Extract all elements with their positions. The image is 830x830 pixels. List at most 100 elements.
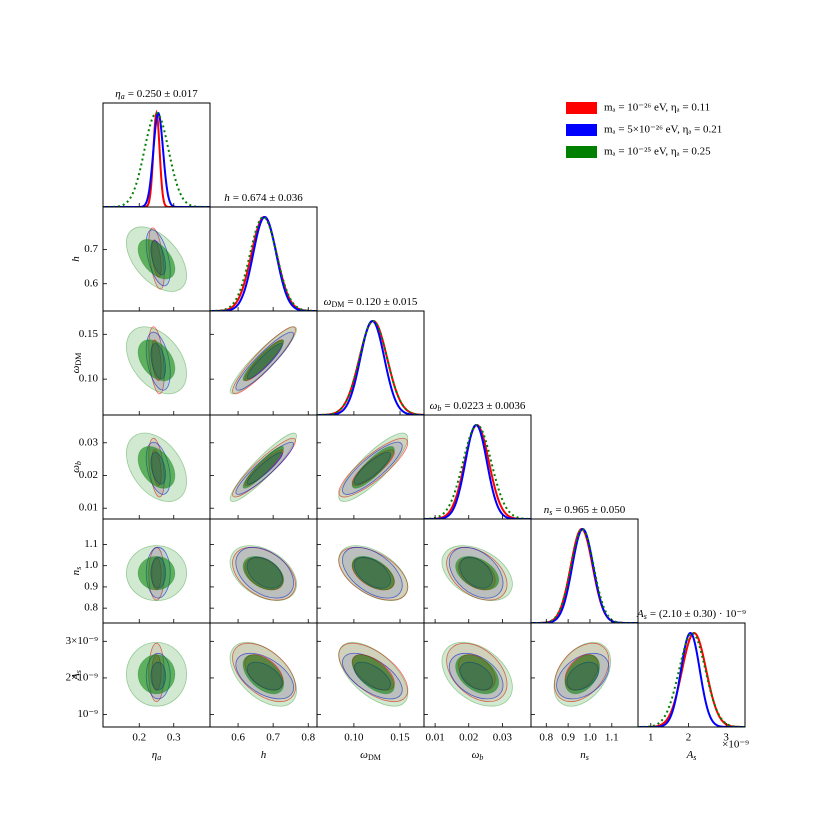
symbol: h <box>70 256 82 262</box>
contour-1sigma <box>351 654 395 695</box>
panel-frame <box>423 414 532 520</box>
subscript: s <box>74 567 83 570</box>
density-curve <box>531 528 638 623</box>
x-axis-label: As <box>686 749 697 762</box>
panel <box>338 641 409 707</box>
subscript: s <box>693 753 696 762</box>
x-tick-label: 0.10 <box>344 732 364 744</box>
contour-1sigma <box>137 654 176 695</box>
panel <box>317 319 424 415</box>
panel <box>126 326 187 395</box>
density-curve <box>531 527 638 623</box>
symbol: n <box>70 569 82 575</box>
density-curve <box>638 631 745 727</box>
x-tick-label: 0.7 <box>266 732 280 744</box>
y-axis-label: h <box>70 256 82 262</box>
diagonal-title: ωDM = 0.120 ± 0.015 <box>324 296 418 309</box>
x-tick-label: 0.3 <box>167 732 181 744</box>
density-curve <box>103 112 210 207</box>
legend-label: mₐ = 10⁻²⁶ eV, ηₐ = 0.11 <box>604 102 710 114</box>
y-axis-label: ωb <box>70 461 83 473</box>
subscript: s <box>549 508 552 517</box>
y-tick-label: 10⁻⁹ <box>77 708 98 720</box>
diagonal-title: ηa = 0.250 ± 0.017 <box>115 88 198 101</box>
density-curve <box>424 423 531 519</box>
panel <box>229 432 297 502</box>
panel <box>638 631 745 727</box>
panel-frame <box>209 206 318 312</box>
contour-1sigma <box>455 654 500 695</box>
value-text: = (2.10 ± 0.30) · 10⁻⁹ <box>650 608 746 620</box>
legend-label: mₐ = 10⁻²⁵ eV, ηₐ = 0.25 <box>604 146 711 158</box>
subscript: DM <box>368 753 381 762</box>
y-tick-label: 1.1 <box>84 538 98 550</box>
x-tick-label: 1.1 <box>605 732 619 744</box>
legend-swatch <box>566 102 597 114</box>
x-tick-label: 1 <box>648 732 654 744</box>
density-curve <box>103 109 210 207</box>
y-tick-label: 0.10 <box>79 373 99 385</box>
contour-1sigma <box>242 339 284 382</box>
symbol: n <box>580 749 586 761</box>
subscript: s <box>74 670 83 673</box>
y-tick-label: 0.6 <box>84 277 98 289</box>
x-tick-label: 0.01 <box>425 732 444 744</box>
subscript: DM <box>331 300 344 309</box>
density-curve <box>531 527 638 623</box>
symbol: ω <box>360 749 368 761</box>
panel <box>126 545 187 602</box>
x-axis-label: ωDM <box>360 749 381 762</box>
symbol: ω <box>324 296 332 308</box>
contour-1sigma <box>242 446 284 489</box>
density-curve <box>210 215 317 311</box>
y-tick-label: 0.8 <box>84 602 98 614</box>
contour-1sigma <box>137 555 176 591</box>
subscript: a <box>121 92 125 101</box>
contour-1sigma <box>137 239 176 280</box>
panel <box>441 641 513 707</box>
panel <box>441 545 513 602</box>
y-axis-label: ωDM <box>70 353 83 374</box>
panel <box>553 641 611 707</box>
x-tick-label: 0.6 <box>231 732 245 744</box>
symbol: η <box>115 88 120 100</box>
x-tick-label: 0.2 <box>132 732 146 744</box>
x-axis-label: h <box>261 749 267 761</box>
panel <box>126 641 187 707</box>
symbol: h <box>261 749 267 761</box>
diagonal-title: ns = 0.965 ± 0.050 <box>544 504 626 517</box>
contour-1sigma <box>242 555 284 591</box>
density-curve <box>638 631 745 727</box>
value-text: = 0.674 ± 0.036 <box>233 192 303 204</box>
panel-frame <box>316 310 425 416</box>
x-axis-label: ηa <box>152 749 161 762</box>
x-tick-label: 0.8 <box>301 732 315 744</box>
x-tick-label: 3 <box>723 732 729 744</box>
y-tick-label: 2×10⁻⁹ <box>66 671 99 683</box>
panel <box>229 545 297 602</box>
y-tick-label: 0.9 <box>84 580 98 592</box>
panel <box>338 432 409 502</box>
value-text: = 0.250 ± 0.017 <box>128 88 198 100</box>
panel <box>126 432 187 502</box>
density-curve <box>210 216 317 311</box>
x-tick-label: 0.8 <box>539 732 553 744</box>
panel <box>531 527 638 623</box>
panel <box>229 641 297 707</box>
y-tick-label: 3×10⁻⁹ <box>66 635 99 647</box>
subscript: s <box>586 753 589 762</box>
subscript: a <box>157 753 161 762</box>
panel <box>126 226 187 292</box>
x-tick-label: 0.15 <box>390 732 410 744</box>
panel <box>210 215 317 311</box>
symbol: ω <box>430 400 438 412</box>
panel <box>424 423 531 519</box>
subscript: b <box>479 753 483 762</box>
symbol: ω <box>472 749 480 761</box>
diagonal-title: h = 0.674 ± 0.036 <box>224 192 303 204</box>
x-tick-label: 0.03 <box>493 732 513 744</box>
subscript: b <box>74 461 83 465</box>
symbol: A <box>70 673 82 681</box>
x-axis-label: ns <box>580 749 589 762</box>
